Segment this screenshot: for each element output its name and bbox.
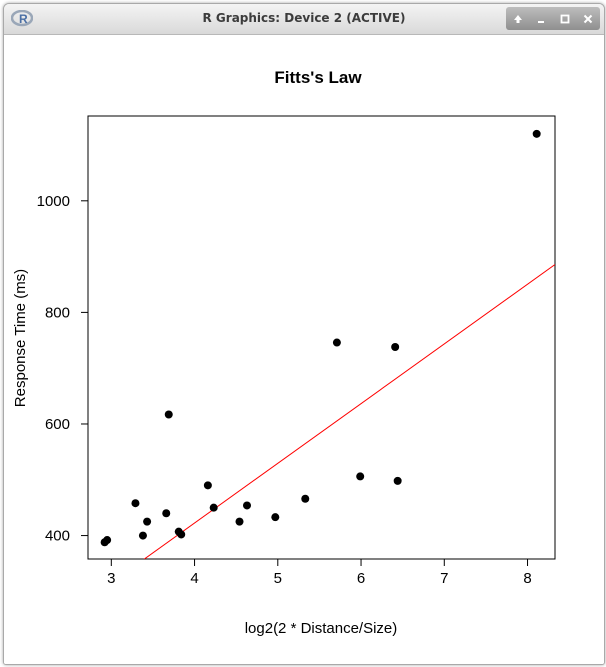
data-point: [332, 338, 341, 347]
y-tick-label: 800: [45, 304, 70, 321]
x-axis: 3 4 5 6 7 8: [107, 559, 532, 587]
x-tick-label: 7: [440, 570, 448, 587]
scatter-plot: Fitts's Law 3 4 5 6 7 8 400 600 800 1000 log2(2 …: [12, 68, 556, 637]
data-point: [532, 129, 541, 138]
plot-area: Fitts's Law 3 4 5 6 7 8 400 600 800 1000 log2(2 …: [4, 35, 604, 664]
data-point: [393, 476, 402, 485]
data-point: [209, 503, 218, 512]
data-point: [131, 499, 140, 508]
window-title: R Graphics: Device 2 (ACTIVE): [202, 11, 406, 25]
r-logo-icon: R: [10, 9, 34, 27]
title-bar[interactable]: R R Graphics: Device 2 (ACTIVE): [4, 4, 604, 35]
chart-title: Fitts's Law: [274, 68, 362, 87]
data-point: [235, 517, 244, 526]
y-axis: 400 600 800 1000: [37, 193, 88, 545]
data-point: [271, 513, 280, 522]
close-icon[interactable]: [578, 9, 598, 29]
x-tick-label: 6: [357, 570, 365, 587]
minimize-icon[interactable]: [531, 9, 551, 29]
data-point: [103, 536, 112, 545]
fit-line-group: [143, 264, 555, 559]
data-point: [391, 342, 400, 351]
x-tick-label: 3: [107, 570, 115, 587]
window-controls: [506, 7, 600, 30]
x-tick-label: 8: [523, 570, 531, 587]
x-tick-label: 5: [274, 570, 282, 587]
data-point: [301, 494, 310, 503]
data-point: [164, 410, 173, 419]
up-icon[interactable]: [508, 9, 528, 29]
data-point: [242, 501, 251, 510]
x-axis-label: log2(2 * Distance/Size): [245, 620, 398, 637]
x-tick-label: 4: [190, 570, 198, 587]
data-point: [356, 472, 365, 481]
svg-text:R: R: [19, 12, 28, 26]
y-axis-label: Response Time (ms): [12, 269, 29, 407]
y-tick-label: 400: [45, 528, 70, 545]
regression-line: [143, 264, 555, 559]
r-graphics-window: R R Graphics: Device 2 (ACTIVE) Fitts's …: [3, 3, 605, 665]
data-point: [177, 530, 186, 539]
data-point: [138, 531, 147, 540]
plot-frame: [87, 115, 556, 560]
data-point: [162, 509, 171, 518]
data-point: [143, 517, 152, 526]
data-points: [100, 129, 541, 547]
y-tick-label: 600: [45, 416, 70, 433]
data-point: [203, 481, 212, 490]
y-tick-label: 1000: [37, 193, 70, 210]
maximize-icon[interactable]: [555, 9, 575, 29]
